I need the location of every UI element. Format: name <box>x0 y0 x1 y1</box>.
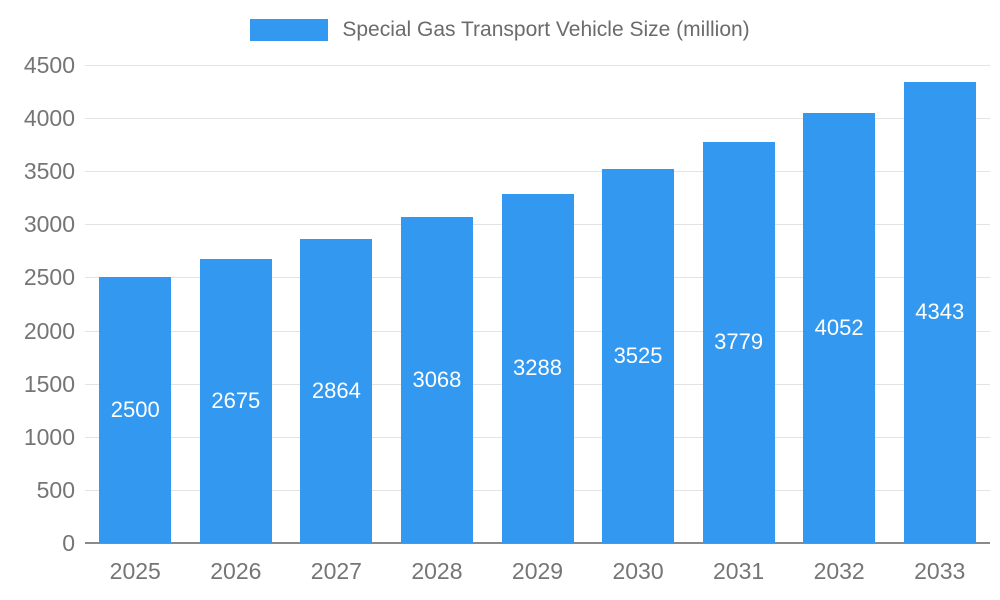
y-axis-tick-label: 3000 <box>23 211 75 238</box>
bar-value-label: 2675 <box>211 387 261 413</box>
x-axis-tick-label: 2030 <box>612 558 664 584</box>
bar: 3525 <box>602 168 675 543</box>
x-axis-tick-label: 2026 <box>210 558 262 584</box>
bar-value-label: 4052 <box>814 314 864 340</box>
bar-value-label: 2864 <box>311 377 361 403</box>
bar-value-label: 3525 <box>613 342 663 368</box>
bar-value-label: 3779 <box>714 329 764 355</box>
bar: 2864 <box>300 238 373 543</box>
y-axis-tick-label: 2500 <box>23 264 75 291</box>
x-axis-tick-label: 2032 <box>813 558 865 584</box>
x-axis-tick-label: 2033 <box>914 558 966 584</box>
gridline <box>85 171 990 173</box>
x-axis-tick-label: 2027 <box>310 558 362 584</box>
bar: 4052 <box>803 112 876 543</box>
bar: 2500 <box>99 277 172 543</box>
x-axis-tick-label: 2031 <box>713 558 765 584</box>
y-axis-tick-label: 2000 <box>23 317 75 344</box>
x-axis-line <box>85 542 990 544</box>
bar-value-label: 3288 <box>513 355 562 381</box>
bar: 4343 <box>903 81 976 543</box>
bar-value-label: 3068 <box>412 367 462 393</box>
y-axis-tick-label: 1500 <box>23 370 75 397</box>
legend-swatch <box>250 19 329 41</box>
y-axis-tick-label: 4500 <box>23 52 75 78</box>
bar: 3288 <box>501 193 574 543</box>
x-axis-tick-label: 2028 <box>411 558 463 584</box>
y-axis-tick-label: 0 <box>62 530 75 556</box>
bar: 3068 <box>400 217 473 543</box>
chart-legend: Special Gas Transport Vehicle Size (mill… <box>0 18 1000 42</box>
bar: 3779 <box>702 141 775 543</box>
bar-value-label: 2500 <box>110 397 160 423</box>
plot-area: 2500 2675 2864 3068 3288 3525 3779 4052 4343 <box>85 65 990 544</box>
x-axis-tick-label: 2025 <box>109 558 161 584</box>
bar: 2675 <box>199 258 272 543</box>
gridline <box>85 118 990 120</box>
y-axis-tick-label: 3500 <box>23 158 75 185</box>
y-axis-tick-label: 1000 <box>23 423 75 450</box>
x-axis-tick-label: 2029 <box>511 558 564 584</box>
gridline <box>85 65 990 66</box>
bar-value-label: 4343 <box>915 299 965 325</box>
y-axis-tick-label: 4000 <box>23 105 75 132</box>
legend-label: Special Gas Transport Vehicle Size (mill… <box>342 18 750 41</box>
y-axis-tick-label: 500 <box>36 476 75 503</box>
